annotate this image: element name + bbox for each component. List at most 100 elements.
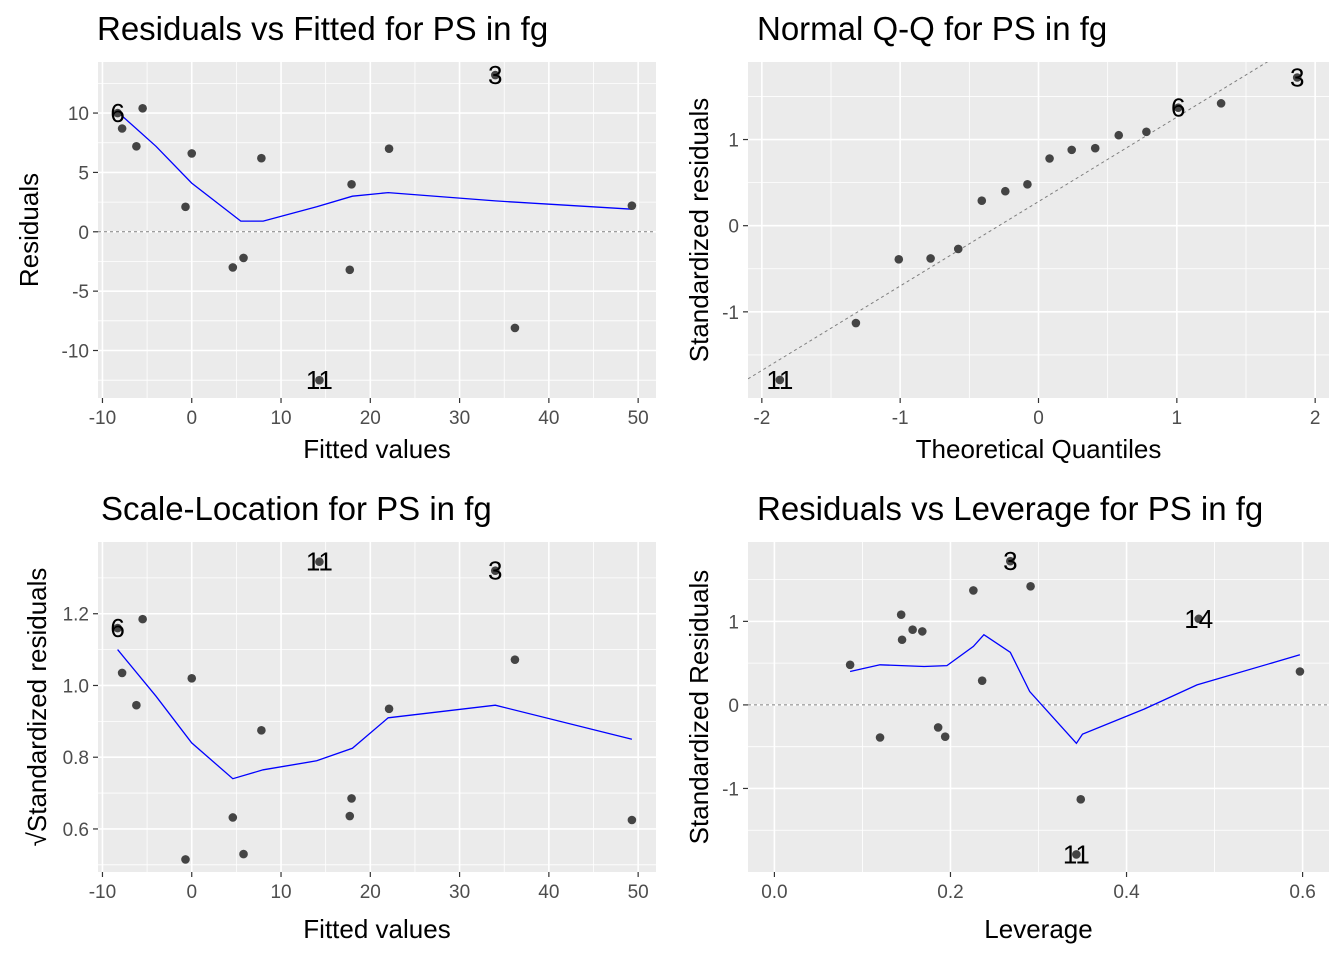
data-point: [138, 104, 147, 113]
data-point: [845, 660, 855, 670]
point-label: 6: [110, 613, 124, 643]
data-point: [315, 557, 324, 567]
data-point: [1114, 130, 1124, 140]
data-layer: [748, 62, 1302, 385]
data-point: [1295, 667, 1305, 676]
panel-3: -10 0 10 20 30 40 50 0.6 0.8 1.0 1.2 6 11 3 Scale-Loca…: [22, 490, 656, 944]
point-label: 3: [1290, 63, 1304, 93]
data-point: [1292, 73, 1302, 82]
data-point: [897, 635, 907, 645]
data-point: [1026, 581, 1035, 591]
x-tick-label: 0: [186, 408, 197, 429]
data-point: [181, 202, 190, 212]
point-label: 3: [488, 556, 502, 586]
x-tick-label: 40: [538, 408, 559, 429]
data-point: [187, 674, 197, 683]
y-tick-label: -10: [62, 342, 89, 363]
data-point: [490, 566, 500, 575]
data-point: [239, 849, 248, 859]
panel-1: -10 0 10 20 30 40 50 -10 -5 0 5 10 6 11 3 Residuals vs …: [14, 10, 656, 464]
data-point: [228, 813, 238, 822]
y-tick-label: -1: [722, 779, 739, 800]
data-point: [490, 70, 500, 80]
data-point: [347, 794, 356, 803]
y-tick-label: 0.8: [63, 748, 89, 769]
data-point: [953, 244, 963, 254]
y-axis-label: Residuals: [14, 173, 44, 287]
data-point: [132, 141, 141, 151]
data-layer: [748, 556, 1329, 859]
x-tick-label: 1: [1172, 408, 1183, 429]
data-point: [239, 253, 248, 263]
data-point: [345, 811, 355, 821]
panel-4: 0.0 0.2 0.4 0.6 -1 0 1 3 14 11 Residuals vs Levera…: [684, 490, 1329, 944]
point-label: 3: [1003, 546, 1017, 576]
data-point: [315, 375, 324, 385]
y-tick-label: 0: [728, 696, 739, 717]
y-tick-label: 5: [78, 163, 89, 184]
y-tick-label: -5: [72, 282, 89, 303]
x-tick-label: 20: [360, 882, 381, 903]
y-tick-label: 0: [78, 223, 89, 244]
point-label: 11: [766, 365, 793, 395]
x-axis-label: Leverage: [984, 914, 1092, 944]
data-point: [1023, 180, 1032, 189]
data-point: [1173, 103, 1183, 112]
data-point: [1194, 614, 1204, 624]
x-axis-label: Fitted values: [303, 434, 450, 464]
data-point: [181, 855, 190, 864]
point-label: 6: [1171, 93, 1185, 123]
data-point: [117, 124, 127, 133]
data-point: [926, 254, 935, 263]
x-tick-label: 0: [186, 882, 197, 903]
x-tick-label: -1: [892, 408, 909, 429]
panel-title: Normal Q-Q for PS in fg: [757, 10, 1107, 47]
data-point: [1090, 143, 1100, 153]
data-point: [257, 726, 266, 735]
data-point: [908, 625, 917, 635]
data-point: [894, 254, 904, 264]
point-label: 3: [488, 60, 502, 90]
data-point: [977, 196, 987, 206]
y-tick-label: 1.0: [63, 676, 89, 697]
data-point: [510, 323, 520, 333]
data-point: [187, 149, 197, 158]
data-point: [1072, 850, 1081, 859]
x-axis-label: Theoretical Quantiles: [916, 434, 1162, 464]
y-tick-label: 10: [68, 104, 89, 125]
x-tick-label: 10: [270, 408, 291, 429]
data-point: [933, 723, 943, 732]
x-tick-label: 0: [1033, 408, 1044, 429]
data-point: [969, 586, 978, 595]
data-point: [1142, 127, 1151, 137]
x-tick-label: 10: [270, 882, 291, 903]
y-axis-label: Standardized Residuals: [684, 570, 714, 845]
y-axis-label: √Standardized residuals: [22, 568, 52, 847]
data-point: [875, 733, 885, 742]
data-point: [384, 704, 394, 714]
x-tick-label: 0.6: [1289, 882, 1315, 903]
plot-background: [98, 542, 656, 872]
data-point: [257, 153, 266, 163]
data-point: [851, 318, 861, 328]
x-tick-label: 30: [449, 408, 470, 429]
y-tick-label: -1: [722, 303, 739, 324]
data-layer: [98, 70, 656, 385]
x-tick-label: -10: [89, 408, 116, 429]
x-tick-label: 0.2: [937, 882, 963, 903]
data-point: [384, 144, 394, 153]
data-point: [1006, 556, 1015, 566]
y-tick-label: 1: [728, 612, 739, 633]
y-tick-label: 0.6: [63, 820, 89, 841]
data-point: [117, 668, 127, 678]
data-point: [1045, 154, 1054, 163]
y-tick-label: 1.2: [63, 605, 89, 626]
point-label: 14: [1184, 604, 1213, 634]
point-label: 6: [110, 98, 124, 128]
data-point: [228, 263, 238, 272]
data-point: [1216, 99, 1226, 108]
smooth-line: [849, 633, 1301, 745]
x-tick-label: 0.0: [761, 882, 787, 903]
